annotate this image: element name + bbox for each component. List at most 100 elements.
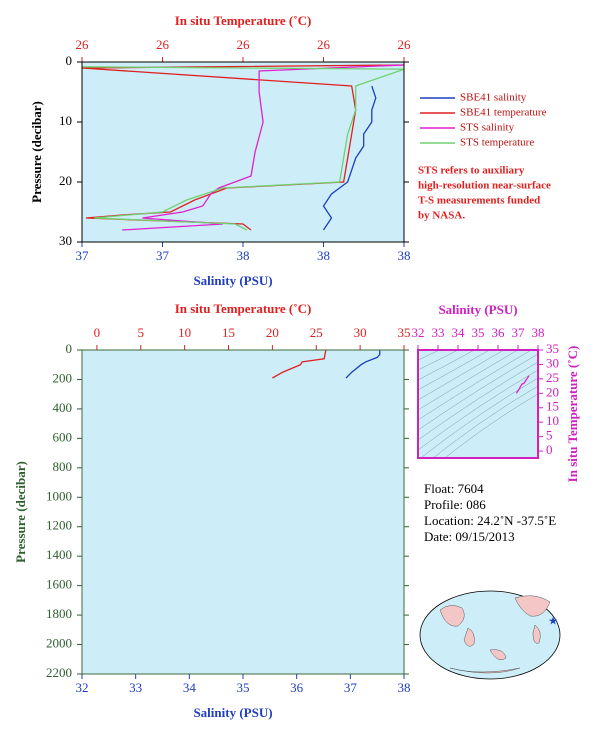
x-axis-label: Salinity (PSU) (193, 705, 272, 720)
profile-line (81, 66, 405, 231)
y-tick-label: 600 (53, 429, 73, 444)
x-axis-label: Salinity (PSU) (193, 273, 272, 288)
y-axis-label: Pressure (decibar) (13, 461, 28, 563)
x-tick-label: 38 (398, 680, 411, 695)
legend-label: SBE41 temperature (460, 107, 547, 119)
world-map: ★ (419, 590, 561, 680)
x2-tick-label: 26 (237, 37, 251, 52)
x-tick-label: 38 (398, 248, 411, 263)
annotation: high-resolution near-surface (418, 180, 551, 192)
plot-frame (417, 349, 539, 459)
x2-tick-label: 0 (94, 325, 101, 340)
y-tick-label: 400 (53, 400, 73, 415)
x-tick-label: 38 (237, 248, 250, 263)
y-tick-label: 1600 (46, 577, 72, 592)
x-tick-label: 32 (412, 325, 425, 340)
density-contour (418, 361, 538, 441)
x2-axis-label: In situ Temperature (˚C) (175, 301, 312, 316)
density-contour (420, 377, 538, 458)
y-tick-label: 0 (66, 341, 73, 356)
x2-tick-label: 26 (317, 37, 331, 52)
x2-tick-label: 26 (76, 37, 90, 52)
plot-frame (81, 61, 405, 243)
annotation: by NASA. (418, 210, 465, 222)
info-line: Date: 09/15/2013 (424, 529, 515, 544)
x2-tick-label: 30 (354, 325, 367, 340)
y-tick-label: 1400 (46, 547, 72, 562)
legend-label: STS salinity (460, 122, 515, 134)
density-contour (418, 350, 490, 391)
x-tick-label: 35 (472, 325, 485, 340)
y-tick-label: 25 (546, 370, 559, 385)
info-line: Location: 24.2˚N -37.5˚E (424, 513, 556, 528)
y-tick-label: 1800 (46, 606, 72, 621)
x2-tick-label: 35 (398, 325, 411, 340)
x2-tick-label: 20 (266, 325, 279, 340)
y-tick-label: 35 (546, 341, 559, 356)
x-tick-label: 33 (432, 325, 445, 340)
x2-tick-label: 15 (222, 325, 235, 340)
y-tick-label: 30 (546, 355, 559, 370)
density-contour (418, 350, 475, 381)
map-land (439, 595, 551, 674)
y-tick-label: 2000 (46, 636, 72, 651)
y-axis-label: In situ Temperature (˚C) (565, 346, 580, 483)
density-contour (418, 350, 459, 371)
ts-line (515, 375, 530, 394)
y-tick-label: 0 (546, 442, 553, 457)
x2-axis-label: In situ Temperature (˚C) (175, 13, 312, 28)
y-tick-label: 20 (546, 384, 559, 399)
legend-label: SBE41 salinity (460, 92, 527, 104)
profile-line (322, 85, 377, 231)
x2-tick-label: 26 (156, 37, 170, 52)
plot-area (82, 62, 404, 242)
density-contour (418, 350, 505, 401)
x-tick-label: 38 (532, 325, 545, 340)
x-tick-label: 37 (76, 248, 90, 263)
profile-line (345, 350, 381, 379)
y-tick-label: 10 (546, 413, 559, 428)
profile-line (272, 349, 327, 379)
y-tick-label: 10 (59, 113, 72, 128)
x2-tick-label: 26 (398, 37, 412, 52)
legend-label: STS temperature (460, 137, 534, 149)
y-tick-label: 0 (66, 53, 73, 68)
y-tick-label: 1000 (46, 488, 72, 503)
x-tick-label: 37 (156, 248, 170, 263)
density-contour (418, 350, 519, 411)
plot-frame (81, 349, 405, 675)
x-tick-label: 37 (344, 680, 358, 695)
density-contour (432, 385, 538, 458)
density-contour (418, 353, 538, 431)
annotation: STS refers to auxiliary (418, 165, 525, 177)
info-line: Float: 7604 (424, 481, 484, 496)
x2-tick-label: 25 (310, 325, 323, 340)
y-tick-label: 200 (53, 370, 73, 385)
y-tick-label: 20 (59, 173, 72, 188)
y-tick-label: 30 (59, 233, 72, 248)
x2-tick-label: 10 (178, 325, 191, 340)
x-tick-label: 36 (290, 680, 304, 695)
x-tick-label: 36 (492, 325, 506, 340)
float-marker: ★ (548, 616, 558, 628)
x2-tick-label: 5 (138, 325, 145, 340)
x-tick-label: 37 (512, 325, 526, 340)
x-tick-label: 33 (129, 680, 142, 695)
plot-area (82, 350, 404, 674)
annotation: T-S measurements funded (418, 195, 540, 207)
x-tick-label: 34 (183, 680, 197, 695)
y-tick-label: 1200 (46, 518, 72, 533)
plot-area (418, 350, 538, 458)
density-contour (418, 369, 538, 451)
x-tick-label: 32 (76, 680, 89, 695)
y-tick-label: 2200 (46, 665, 72, 680)
density-contour (444, 393, 538, 458)
info-line: Profile: 086 (424, 497, 486, 512)
y-tick-label: 5 (546, 428, 553, 443)
profile-line (122, 64, 405, 231)
y-axis-label: Pressure (decibar) (29, 101, 44, 203)
x-tick-label: 38 (317, 248, 330, 263)
x-tick-label: 34 (452, 325, 466, 340)
y-tick-label: 15 (546, 399, 559, 414)
